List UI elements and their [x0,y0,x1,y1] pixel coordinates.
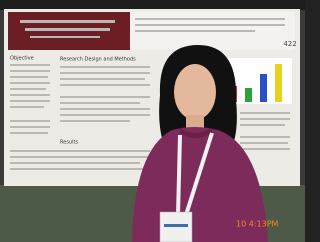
poster-section: Research Design and Methods [60,57,136,63]
poster-section: Objective [10,56,34,62]
neck [186,115,204,129]
face [174,64,216,120]
ceiling [0,0,305,10]
timestamp: 10 4:13PM [236,220,279,229]
page: {"poster": {"number": "422", "sections":… [0,0,305,242]
photo: Objective Research Design and Methods Re… [0,0,305,242]
poster-section: Results [60,140,78,146]
badge-stripe [164,224,188,227]
poster-number: 422 [283,40,296,48]
